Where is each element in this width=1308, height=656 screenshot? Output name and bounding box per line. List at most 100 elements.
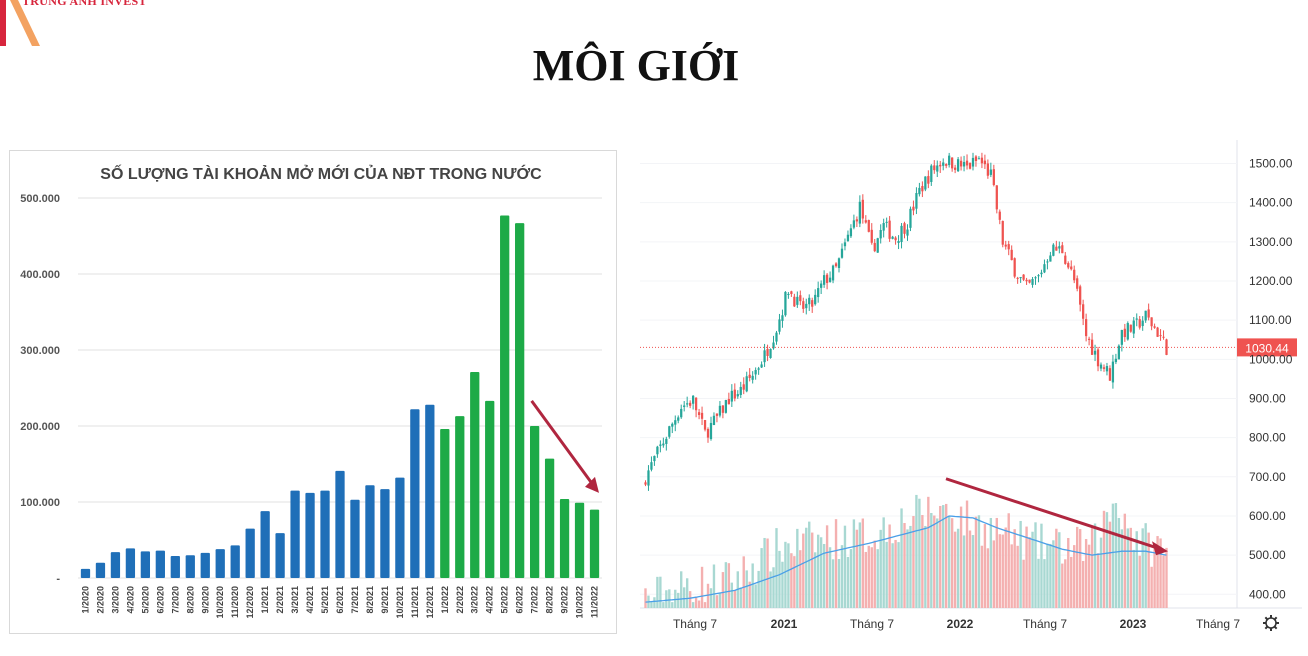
volume-bar (1055, 528, 1058, 608)
volume-bar (977, 515, 981, 608)
x-tick-label: 7/2022 (530, 586, 540, 614)
bar-chart: SỐ LƯỢNG TÀI KHOẢN MỞ MỚI CỦA NĐT TRONG … (20, 163, 602, 619)
volume-bar (921, 515, 924, 608)
volume-bar (992, 540, 996, 608)
volume-bar (968, 530, 972, 608)
brand-name: TRUNG ANH INVEST (22, 0, 147, 8)
volume-bar (796, 528, 799, 608)
volume-bar (703, 602, 707, 608)
candle-body (674, 420, 677, 425)
candle-body (1046, 261, 1049, 263)
volume-bar (980, 545, 984, 608)
candle-body (948, 155, 951, 166)
candle-body (727, 398, 730, 405)
gear-tooth (1264, 616, 1268, 620)
candle-body (1031, 279, 1034, 285)
volume-bar (1007, 513, 1010, 608)
price-axis: 400.00 500.00 600.00 700.00 800.00 900.00 1000… (1249, 156, 1293, 601)
candle-body (1093, 350, 1097, 355)
candle-body (927, 176, 930, 184)
candle-body (1111, 361, 1115, 383)
candle-body (1058, 246, 1061, 249)
candle-body (951, 157, 954, 169)
candle-body (980, 157, 984, 164)
x-tick-label: 4/2021 (305, 586, 315, 614)
bar (215, 549, 225, 578)
x-tick-label: 12/2020 (245, 586, 255, 619)
volume-bar (1028, 537, 1031, 608)
x-tick-label: 2/2022 (455, 586, 465, 614)
volume-bar (930, 513, 933, 608)
volume-bar (1156, 536, 1159, 608)
gear-icon[interactable] (1263, 615, 1279, 631)
candle-body (1028, 279, 1031, 283)
candle-body (882, 223, 885, 231)
bar (574, 502, 585, 578)
volume-bar (700, 566, 704, 608)
candle-body (1034, 277, 1037, 279)
candle-body (986, 163, 990, 176)
x-tick-label: 6/2022 (515, 586, 525, 614)
volume-bar (885, 541, 888, 608)
candle-body (1126, 323, 1129, 340)
volume-bar (668, 589, 671, 608)
candle-body (983, 160, 987, 165)
candlestick-chart: 1030.44 400.00 500.00 600.00 700.00 800.00 90… (640, 140, 1302, 631)
volume-bar (864, 551, 867, 608)
x-tick-label: 11/2022 (590, 586, 600, 618)
candle-body (814, 294, 817, 305)
x-tick-label: 8/2020 (185, 586, 195, 614)
volume-bar (1129, 527, 1132, 608)
bar (410, 409, 420, 578)
trend-arrow (530, 400, 600, 493)
bar-chart-x-ticks: 1/2020 2/2020 3/2020 4/2020 5/2020 6/2020 7/20… (80, 586, 599, 619)
volume-bar (945, 503, 948, 608)
volume-bar (882, 517, 885, 608)
price-tick-label: 600.00 (1249, 509, 1286, 523)
volume-bar (1025, 526, 1028, 608)
x-tick-label: 1/2021 (260, 586, 270, 614)
candle-body (1156, 327, 1159, 337)
volume-bar (787, 543, 790, 608)
candle-body (1105, 366, 1109, 372)
bar (155, 550, 165, 578)
volume-bar (891, 543, 894, 608)
candle-body (1061, 245, 1064, 254)
volume-bar (814, 552, 817, 608)
candle-body (748, 374, 751, 378)
candle-body (971, 157, 975, 167)
candle-body (1016, 277, 1019, 279)
gear-tooth (1274, 616, 1278, 620)
price-tick-label: 500.00 (1249, 548, 1286, 562)
candle-body (805, 303, 808, 309)
candle-body (861, 199, 864, 219)
volume-bar (1037, 558, 1040, 608)
volume-bar (950, 518, 954, 608)
candle-body (858, 201, 861, 224)
candle-body (864, 220, 867, 223)
volume-bar (811, 532, 814, 608)
candle-body (912, 206, 915, 211)
volume-bar (825, 525, 829, 608)
volume-bar (933, 515, 936, 608)
volume-bar (1150, 566, 1153, 608)
volume-bar (1090, 527, 1094, 608)
last-price-line: 1030.44 (640, 338, 1297, 357)
volume-bar (927, 496, 930, 608)
candle-body (822, 275, 826, 285)
volume-bar (745, 570, 748, 608)
bar (290, 490, 300, 578)
x-tick-label: 8/2021 (365, 586, 375, 614)
candle-body (939, 164, 942, 167)
x-tick-label: 5/2021 (320, 586, 330, 614)
volume-bar (1099, 537, 1103, 608)
candle-body (1010, 249, 1013, 261)
volume-bar (1001, 534, 1004, 608)
volume-bar (918, 498, 921, 608)
arrow-head (1152, 541, 1168, 556)
candle-body (867, 220, 870, 232)
candle-body (724, 400, 728, 413)
candle-body (855, 219, 859, 222)
volume-bar (1031, 531, 1034, 608)
volume-bar (995, 517, 998, 608)
